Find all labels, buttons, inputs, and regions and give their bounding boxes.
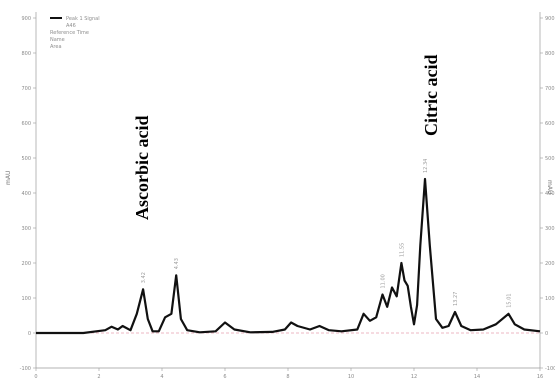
y-axis-title-left: mAU (5, 171, 12, 185)
y-tick-label-right: -100 (545, 366, 555, 372)
legend-entry-2: Reference Time (50, 30, 89, 36)
y-tick-label-left: 200 (21, 261, 31, 267)
y-tick-label-right: 100 (545, 296, 555, 302)
peak-label: 12.34 (423, 159, 429, 173)
y-tick-label-left: 300 (21, 226, 31, 232)
annotation-citric-acid: Citric acid (421, 55, 441, 136)
y-tick-label-right: 600 (545, 121, 555, 127)
y-tick-label-left: 800 (21, 51, 31, 57)
y-tick-label-left: -100 (20, 366, 31, 372)
y-tick-label-right: 800 (545, 51, 555, 57)
legend-entry-4: Area (50, 44, 62, 50)
legend-entry-1: A46 (66, 23, 76, 29)
legend-entry-3: Name (50, 37, 65, 43)
y-tick-label-right: 0 (545, 331, 548, 337)
y-tick-label-left: 600 (21, 121, 31, 127)
x-tick-label: 4 (160, 374, 163, 380)
annotation-ascorbic-acid: Ascorbic acid (132, 116, 152, 220)
series-layer (36, 177, 541, 335)
y-tick-label-right: 200 (545, 261, 555, 267)
legend: Peak 1 Signal A46 Reference Time Name Ar… (50, 16, 100, 50)
x-tick-label: 12 (411, 374, 417, 380)
x-tick-label: 16 (537, 374, 543, 380)
x-tick-label: 6 (223, 374, 226, 380)
y-tick-label-left: 900 (21, 16, 31, 22)
peak-label: 13.27 (453, 292, 459, 306)
y-tick-label-right: 400 (545, 191, 555, 197)
peak-label: 11.00 (381, 274, 387, 288)
peak-label: 15.01 (507, 293, 513, 307)
y-tick-label-right: 300 (545, 226, 555, 232)
x-tick-label: 8 (286, 374, 289, 380)
x-tick-label: 0 (34, 374, 37, 380)
peak-label: 3.42 (141, 272, 147, 283)
legend-entry-0: Peak 1 Signal (66, 16, 100, 22)
y-tick-label-left: 500 (21, 156, 31, 162)
y-tick-label-right: 700 (545, 86, 555, 92)
y-tick-label-left: 700 (21, 86, 31, 92)
peak-label: 11.55 (399, 243, 405, 257)
y-tick-label-left: 100 (21, 296, 31, 302)
y-tick-label-right: 900 (545, 16, 555, 22)
y-axis-title-right: mAU (546, 180, 553, 194)
x-tick-label: 10 (348, 374, 354, 380)
x-tick-label: 14 (474, 374, 480, 380)
y-tick-label-left: 400 (21, 191, 31, 197)
series-line-0 (36, 177, 541, 335)
peak-label: 4.43 (174, 258, 180, 269)
y-tick-label-left: 0 (28, 331, 31, 337)
y-tick-label-right: 500 (545, 156, 555, 162)
x-tick-label: 2 (97, 374, 100, 380)
labels-layer: 3.42 4.43 11.00 11.55 12.34 13.27 15.01 (141, 159, 512, 308)
